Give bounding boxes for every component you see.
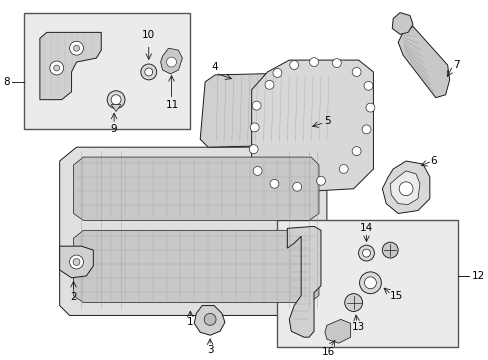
Text: 16: 16 [322, 347, 335, 357]
Text: 6: 6 [429, 156, 436, 166]
Circle shape [289, 60, 298, 69]
Polygon shape [40, 32, 101, 100]
Polygon shape [382, 161, 429, 213]
Polygon shape [287, 226, 320, 337]
Circle shape [364, 277, 376, 289]
Circle shape [107, 91, 125, 109]
Circle shape [204, 314, 216, 325]
Polygon shape [73, 230, 318, 302]
Circle shape [382, 242, 397, 258]
Circle shape [272, 68, 281, 77]
Bar [24, 13, 190, 129]
Circle shape [269, 179, 278, 188]
Text: 11: 11 [165, 100, 179, 110]
Circle shape [316, 176, 325, 185]
Circle shape [361, 125, 370, 134]
Circle shape [111, 95, 121, 105]
Text: 13: 13 [351, 322, 365, 332]
Circle shape [264, 80, 273, 89]
Bar [277, 220, 457, 347]
Circle shape [73, 45, 80, 51]
Polygon shape [200, 72, 346, 147]
Circle shape [166, 57, 176, 67]
Circle shape [50, 61, 63, 75]
Text: 5: 5 [323, 116, 330, 126]
Polygon shape [251, 60, 373, 194]
Text: 9: 9 [111, 125, 117, 134]
Polygon shape [391, 13, 412, 34]
Polygon shape [111, 105, 121, 112]
Circle shape [398, 182, 412, 196]
Text: 1: 1 [186, 318, 193, 327]
Text: 14: 14 [359, 223, 372, 233]
Circle shape [309, 58, 318, 67]
Circle shape [69, 41, 83, 55]
Text: 2: 2 [70, 292, 77, 302]
Circle shape [250, 123, 259, 132]
Circle shape [292, 182, 301, 191]
Polygon shape [60, 147, 326, 315]
Circle shape [73, 258, 80, 265]
Polygon shape [160, 48, 182, 74]
Text: 7: 7 [453, 60, 459, 70]
Circle shape [249, 145, 258, 154]
Circle shape [252, 101, 261, 110]
Circle shape [358, 245, 374, 261]
Polygon shape [397, 26, 448, 98]
Circle shape [144, 68, 152, 76]
Circle shape [365, 103, 374, 112]
Circle shape [339, 165, 347, 174]
Circle shape [332, 59, 341, 68]
Polygon shape [324, 319, 350, 343]
Text: 3: 3 [206, 345, 213, 355]
Circle shape [351, 68, 360, 76]
Circle shape [253, 166, 262, 175]
Polygon shape [194, 306, 224, 335]
Circle shape [351, 147, 360, 156]
Circle shape [141, 64, 156, 80]
Circle shape [359, 272, 381, 294]
Circle shape [54, 65, 60, 71]
Text: 15: 15 [389, 291, 403, 301]
Text: 4: 4 [211, 62, 218, 72]
Circle shape [363, 81, 372, 90]
Polygon shape [73, 157, 318, 220]
Text: 10: 10 [142, 30, 155, 40]
Text: 12: 12 [470, 271, 484, 281]
Polygon shape [389, 171, 419, 204]
Text: 8: 8 [3, 77, 10, 87]
Circle shape [344, 294, 362, 311]
Circle shape [69, 255, 83, 269]
Polygon shape [60, 246, 93, 278]
Circle shape [362, 249, 370, 257]
